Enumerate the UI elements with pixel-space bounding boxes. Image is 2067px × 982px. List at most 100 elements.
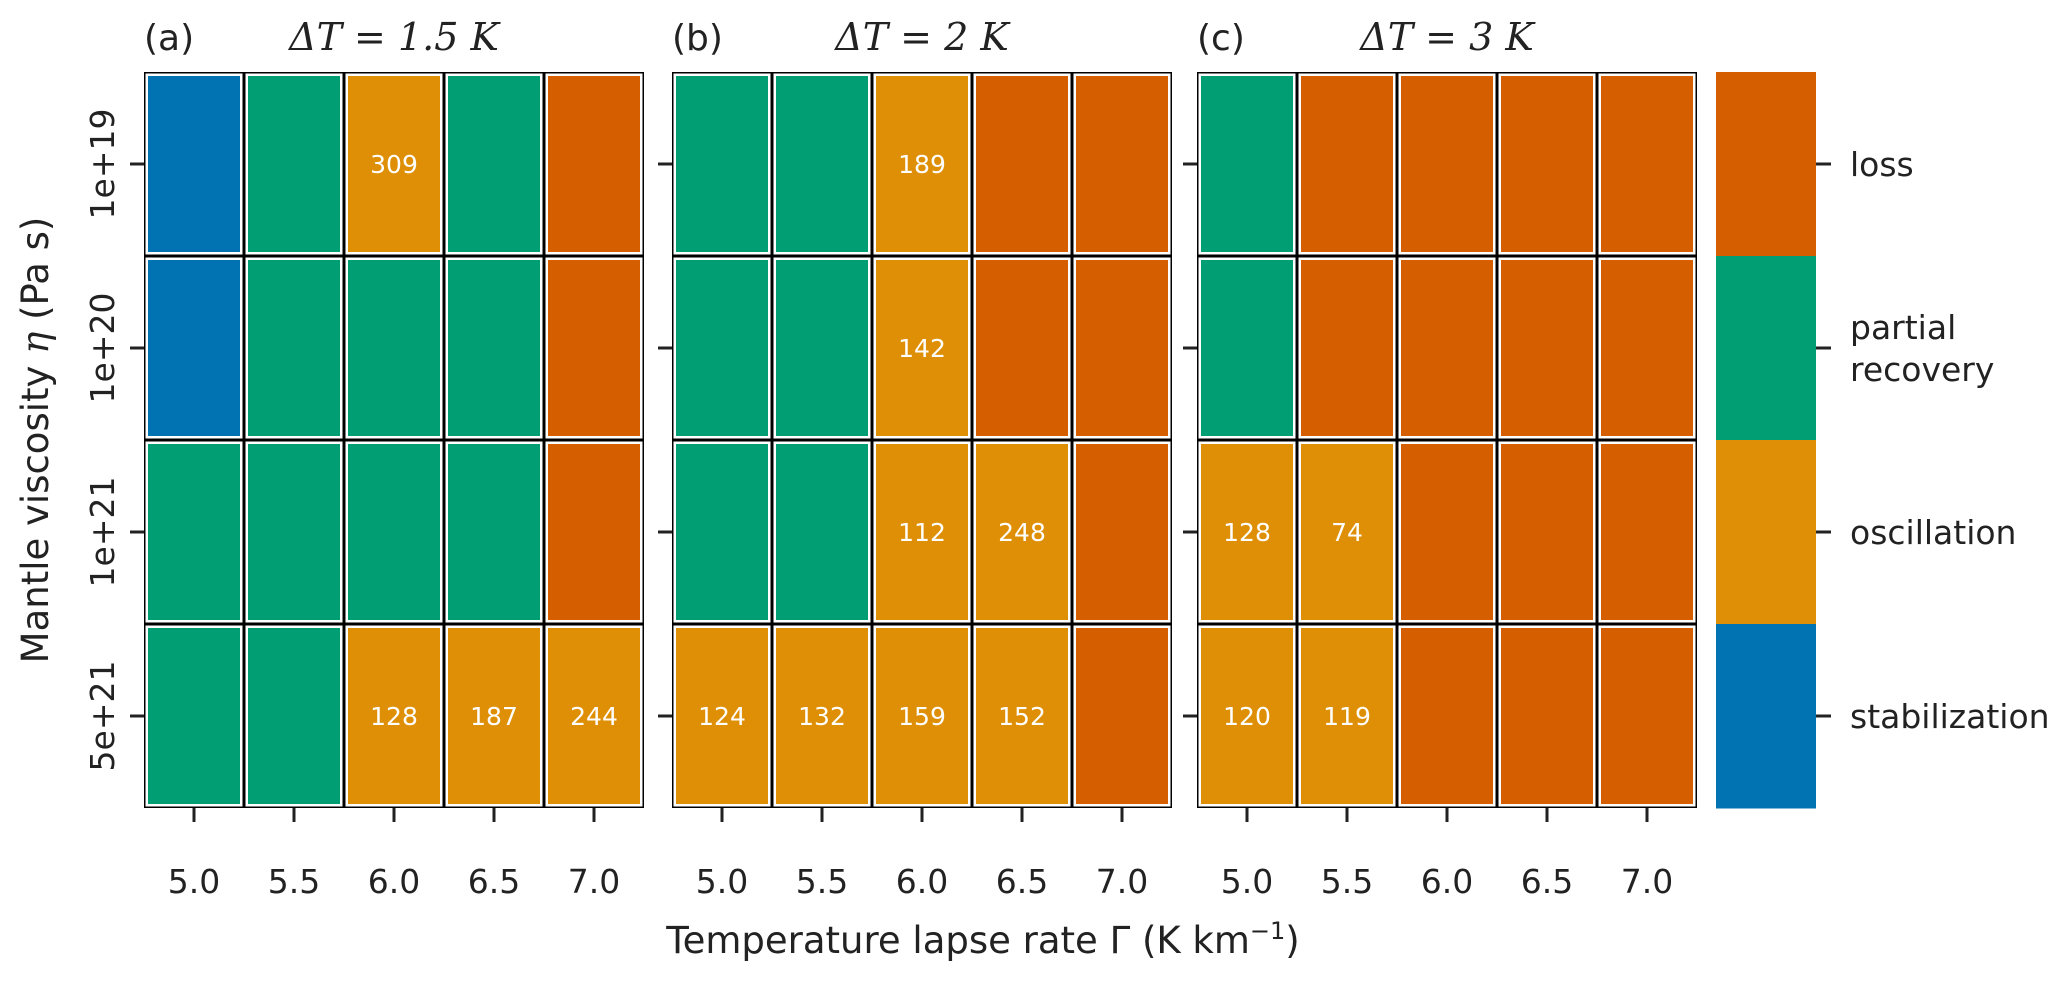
heatmap-cell xyxy=(1201,628,1293,804)
heatmap-cell xyxy=(1076,260,1168,436)
y-axis-label: Mantle viscosity η (Pa s) xyxy=(14,217,57,664)
heatmap-cell xyxy=(676,444,768,620)
cell-value-label: 120 xyxy=(1223,702,1271,731)
panel-title: ΔT = 3 K xyxy=(1358,15,1536,59)
cell-value-label: 112 xyxy=(898,518,946,547)
x-tick-label: 7.0 xyxy=(1096,862,1148,901)
cell-value-label: 244 xyxy=(570,702,618,731)
heatmap-cell xyxy=(1501,628,1593,804)
heatmap-cell xyxy=(548,444,640,620)
y-tick-label: 1e+20 xyxy=(83,293,122,404)
cell-value-label: 187 xyxy=(470,702,518,731)
x-tick-label: 5.5 xyxy=(268,862,320,901)
heatmap-cell xyxy=(676,628,768,804)
heatmap-cell xyxy=(1401,76,1493,252)
heatmap-cell xyxy=(148,260,240,436)
panel-a: 309 128 187 244 (a) ΔT = 1.5 K 5.0 5.5 6.0 6.5 7.0… xyxy=(83,15,644,901)
legend-swatch xyxy=(1716,72,1816,257)
heatmap-cell xyxy=(1601,260,1693,436)
cell-value-label: 142 xyxy=(898,334,946,363)
heatmap-cell xyxy=(1301,444,1393,620)
heatmap-cell xyxy=(776,260,868,436)
heatmap-cell xyxy=(348,260,440,436)
heatmap-cell xyxy=(248,76,340,252)
legend-label: partial xyxy=(1850,308,1956,347)
panel-tag: (c) xyxy=(1197,18,1245,59)
x-tick-label: 6.0 xyxy=(1421,862,1473,901)
heatmap-cell xyxy=(1201,444,1293,620)
x-tick-label: 6.0 xyxy=(896,862,948,901)
cell-value-label: 74 xyxy=(1331,518,1363,547)
heatmap-cell xyxy=(976,260,1068,436)
heatmap-cell xyxy=(1076,444,1168,620)
panel-title: ΔT = 1.5 K xyxy=(287,15,501,59)
heatmap-cell xyxy=(1601,628,1693,804)
x-tick-label: 6.5 xyxy=(1521,862,1573,901)
heatmap-cell xyxy=(976,444,1068,620)
heatmap-cell xyxy=(1076,628,1168,804)
heatmap-cell xyxy=(1301,76,1393,252)
cell-value-label: 309 xyxy=(370,150,418,179)
cell-value-label: 152 xyxy=(998,702,1046,731)
heatmap-cell xyxy=(248,444,340,620)
x-tick-label: 6.5 xyxy=(468,862,520,901)
panels: 309 128 187 244 (a) ΔT = 1.5 K 5.0 5.5 6.0 6.5 7.0… xyxy=(83,15,1697,901)
heatmap-cell xyxy=(148,628,240,804)
y-tick-label: 1e+21 xyxy=(83,477,122,588)
heatmap-cell xyxy=(876,444,968,620)
panel-tag: (b) xyxy=(672,18,723,59)
heatmap-cell xyxy=(548,628,640,804)
legend-swatch xyxy=(1716,440,1816,625)
heatmap-cell xyxy=(1601,444,1693,620)
heatmap-cell xyxy=(348,76,440,252)
heatmap-cell xyxy=(248,260,340,436)
cell-value-label: 189 xyxy=(898,150,946,179)
axis-labels: Temperature lapse rate Γ (K km−1) Mantle … xyxy=(14,217,1300,962)
heatmap-cell xyxy=(876,628,968,804)
y-tick-label: 5e+21 xyxy=(83,661,122,772)
heatmap-cell xyxy=(676,76,768,252)
heatmap-cell xyxy=(1501,76,1593,252)
heatmap-cell xyxy=(1501,444,1593,620)
heatmap-cell xyxy=(1401,444,1493,620)
heatmap-cell xyxy=(548,260,640,436)
heatmap-cell xyxy=(148,76,240,252)
heatmap-cell xyxy=(1401,260,1493,436)
heatmap-cell xyxy=(876,76,968,252)
legend-label: recovery xyxy=(1850,350,1994,389)
heatmap-cell xyxy=(148,444,240,620)
heatmap-cell xyxy=(448,628,540,804)
heatmap-cell xyxy=(448,76,540,252)
cell-value-label: 119 xyxy=(1323,702,1371,731)
x-tick-label: 5.0 xyxy=(696,862,748,901)
legend-label: oscillation xyxy=(1850,513,2016,552)
heatmap-cell xyxy=(776,76,868,252)
x-tick-label: 6.0 xyxy=(368,862,420,901)
x-tick-label: 5.0 xyxy=(168,862,220,901)
heatmap-cell xyxy=(1601,76,1693,252)
legend-label: stabilization xyxy=(1850,697,2050,736)
x-tick-label: 7.0 xyxy=(568,862,620,901)
x-tick-label: 5.5 xyxy=(796,862,848,901)
heatmap-cell xyxy=(976,628,1068,804)
legend-swatch xyxy=(1716,624,1816,809)
panel-tag: (a) xyxy=(144,18,194,59)
y-tick-label: 1e+19 xyxy=(83,109,122,220)
panel-b: 189 142 112 248 124 132 159 152 (b) ΔT = 2 K 5.0 5.… xyxy=(658,15,1172,901)
heatmap-cell xyxy=(776,628,868,804)
heatmap-cell xyxy=(1401,628,1493,804)
x-axis-label: Temperature lapse rate Γ (K km−1) xyxy=(665,917,1299,962)
panel-title: ΔT = 2 K xyxy=(833,15,1011,59)
heatmap-cell xyxy=(548,76,640,252)
cell-value-label: 128 xyxy=(370,702,418,731)
heatmap-cell xyxy=(348,444,440,620)
legend-label: loss xyxy=(1850,145,1914,184)
cell-value-label: 128 xyxy=(1223,518,1271,547)
heatmap-cell xyxy=(1301,628,1393,804)
x-tick-label: 5.0 xyxy=(1221,862,1273,901)
legend-swatch xyxy=(1716,256,1816,441)
cell-value-label: 248 xyxy=(998,518,1046,547)
heatmap-cell xyxy=(448,444,540,620)
